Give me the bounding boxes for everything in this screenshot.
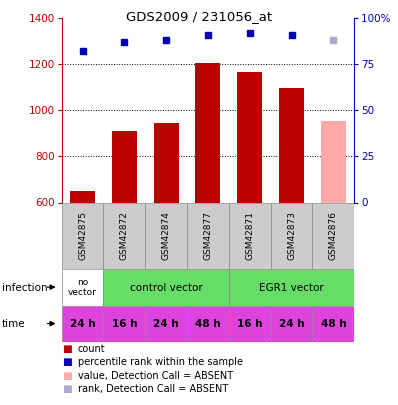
Text: 48 h: 48 h (320, 319, 346, 329)
Text: ■: ■ (62, 371, 71, 381)
Bar (103, 306, 145, 342)
Bar (62, 306, 103, 342)
Bar (154, 123, 179, 202)
Text: GSM42874: GSM42874 (162, 211, 171, 260)
Text: 16 h: 16 h (237, 319, 263, 329)
Text: 24 h: 24 h (153, 319, 179, 329)
Text: 16 h: 16 h (111, 319, 137, 329)
Bar (62, 202, 103, 269)
Text: 24 h: 24 h (70, 319, 96, 329)
Text: GDS2009 / 231056_at: GDS2009 / 231056_at (126, 10, 272, 23)
Bar (62, 269, 103, 306)
Text: ■: ■ (62, 358, 71, 367)
Bar (70, 191, 95, 202)
Text: GSM42871: GSM42871 (245, 211, 254, 260)
Bar (312, 306, 354, 342)
Text: EGR1 vector: EGR1 vector (259, 283, 324, 292)
Bar (103, 269, 229, 306)
Text: no
vector: no vector (68, 278, 97, 297)
Bar (279, 88, 304, 202)
Text: GSM42873: GSM42873 (287, 211, 296, 260)
Bar (271, 306, 312, 342)
Bar (103, 202, 145, 269)
Text: 48 h: 48 h (195, 319, 221, 329)
Bar (229, 202, 271, 269)
Bar (237, 72, 262, 202)
Text: time: time (2, 319, 25, 329)
Text: GSM42872: GSM42872 (120, 211, 129, 260)
Text: 24 h: 24 h (279, 319, 304, 329)
Bar (112, 131, 137, 202)
Text: count: count (78, 344, 105, 354)
Text: GSM42876: GSM42876 (329, 211, 338, 260)
Text: control vector: control vector (130, 283, 203, 292)
Text: percentile rank within the sample: percentile rank within the sample (78, 358, 243, 367)
Text: infection: infection (2, 283, 48, 292)
Bar (271, 202, 312, 269)
Bar (145, 306, 187, 342)
Bar (312, 202, 354, 269)
Bar (321, 121, 346, 202)
Bar (187, 202, 229, 269)
Text: ■: ■ (62, 344, 71, 354)
Text: rank, Detection Call = ABSENT: rank, Detection Call = ABSENT (78, 384, 228, 394)
Bar (145, 202, 187, 269)
Bar (229, 306, 271, 342)
Text: GSM42875: GSM42875 (78, 211, 87, 260)
Text: value, Detection Call = ABSENT: value, Detection Call = ABSENT (78, 371, 233, 381)
Bar (195, 63, 220, 202)
Text: GSM42877: GSM42877 (203, 211, 213, 260)
Text: ■: ■ (62, 384, 71, 394)
Bar (229, 269, 354, 306)
Bar (187, 306, 229, 342)
